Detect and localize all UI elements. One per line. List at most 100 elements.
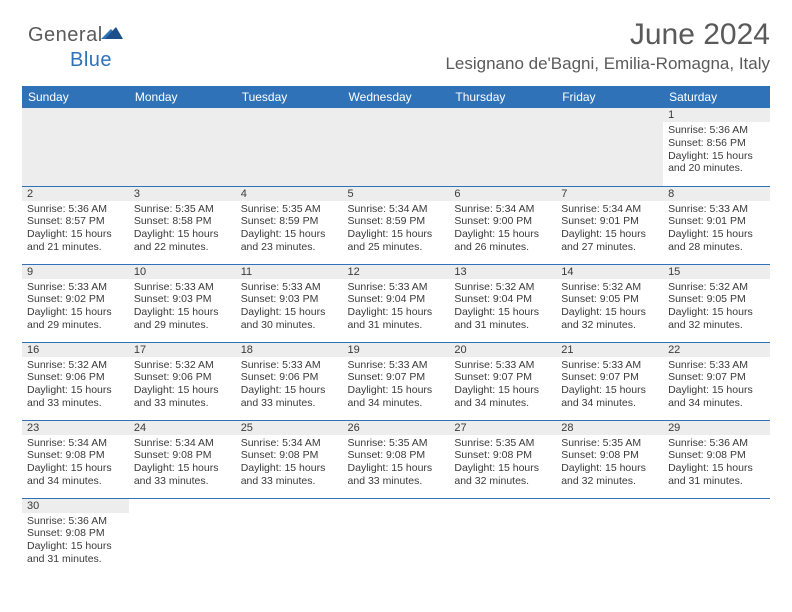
- calendar-cell: 20 Sunrise: 5:33 AMSunset: 9:07 PMDayligh…: [449, 342, 556, 420]
- cell-details: Sunrise: 5:32 AMSunset: 9:06 PMDaylight:…: [27, 359, 124, 410]
- calendar-row: 9 Sunrise: 5:33 AMSunset: 9:02 PMDaylight…: [22, 264, 770, 342]
- calendar-table: SundayMondayTuesdayWednesdayThursdayFrid…: [22, 86, 770, 576]
- calendar-row: 1 Sunrise: 5:36 AMSunset: 8:56 PMDaylight…: [22, 108, 770, 186]
- calendar-cell-empty: [129, 498, 236, 576]
- cell-details: Sunrise: 5:32 AMSunset: 9:06 PMDaylight:…: [134, 359, 231, 410]
- day-number: 12: [343, 265, 450, 279]
- day-number: 20: [449, 343, 556, 357]
- day-number: 26: [343, 421, 450, 435]
- calendar-row: 16 Sunrise: 5:32 AMSunset: 9:06 PMDayligh…: [22, 342, 770, 420]
- day-number: 24: [129, 421, 236, 435]
- day-number: 17: [129, 343, 236, 357]
- calendar-cell: 8 Sunrise: 5:33 AMSunset: 9:01 PMDaylight…: [663, 186, 770, 264]
- cell-details: Sunrise: 5:34 AMSunset: 9:00 PMDaylight:…: [454, 203, 551, 254]
- cell-details: Sunrise: 5:33 AMSunset: 9:07 PMDaylight:…: [348, 359, 445, 410]
- calendar-cell: 28 Sunrise: 5:35 AMSunset: 9:08 PMDayligh…: [556, 420, 663, 498]
- calendar-cell: 10Sunrise: 5:33 AMSunset: 9:03 PMDayligh…: [129, 264, 236, 342]
- cell-details: Sunrise: 5:33 AMSunset: 9:07 PMDaylight:…: [454, 359, 551, 410]
- location-subtitle: Lesignano de'Bagni, Emilia-Romagna, Ital…: [445, 54, 770, 74]
- day-number: 2: [22, 187, 129, 201]
- calendar-cell: 26Sunrise: 5:35 AMSunset: 9:08 PMDayligh…: [343, 420, 450, 498]
- cell-details: Sunrise: 5:33 AMSunset: 9:07 PMDaylight:…: [668, 359, 765, 410]
- calendar-cell: 12 Sunrise: 5:33 AMSunset: 9:04 PMDayligh…: [343, 264, 450, 342]
- cell-details: Sunrise: 5:33 AMSunset: 9:04 PMDaylight:…: [348, 281, 445, 332]
- header: General Blue June 2024 Lesignano de'Bagni…: [0, 0, 792, 82]
- day-number: 28: [556, 421, 663, 435]
- calendar-cell: 24Sunrise: 5:34 AMSunset: 9:08 PMDayligh…: [129, 420, 236, 498]
- cell-details: Sunrise: 5:36 AMSunset: 8:56 PMDaylight:…: [668, 124, 765, 175]
- logo-text: General Blue: [28, 24, 125, 72]
- day-header: Friday: [556, 86, 663, 108]
- logo-general: General: [28, 24, 103, 46]
- calendar-cell: 18 Sunrise: 5:33 AMSunset: 9:06 PMDayligh…: [236, 342, 343, 420]
- calendar-cell: 11Sunrise: 5:33 AMSunset: 9:03 PMDayligh…: [236, 264, 343, 342]
- cell-details: Sunrise: 5:36 AMSunset: 8:57 PMDaylight:…: [27, 203, 124, 254]
- day-number: 14: [556, 265, 663, 279]
- cell-details: Sunrise: 5:35 AMSunset: 9:08 PMDaylight:…: [561, 437, 658, 488]
- day-number: 22: [663, 343, 770, 357]
- month-title: June 2024: [445, 18, 770, 52]
- calendar-cell: 2 Sunrise: 5:36 AMSunset: 8:57 PMDaylight…: [22, 186, 129, 264]
- calendar-cell: 9 Sunrise: 5:33 AMSunset: 9:02 PMDaylight…: [22, 264, 129, 342]
- day-number: 29: [663, 421, 770, 435]
- calendar-cell: 21 Sunrise: 5:33 AMSunset: 9:07 PMDayligh…: [556, 342, 663, 420]
- calendar-cell: 23Sunrise: 5:34 AMSunset: 9:08 PMDayligh…: [22, 420, 129, 498]
- calendar-cell-empty: [663, 498, 770, 576]
- calendar-row: 2 Sunrise: 5:36 AMSunset: 8:57 PMDaylight…: [22, 186, 770, 264]
- calendar-cell: 13Sunrise: 5:32 AMSunset: 9:04 PMDayligh…: [449, 264, 556, 342]
- title-block: June 2024 Lesignano de'Bagni, Emilia-Rom…: [445, 18, 770, 74]
- day-number: 8: [663, 187, 770, 201]
- day-header: Monday: [129, 86, 236, 108]
- calendar-cell: 22 Sunrise: 5:33 AMSunset: 9:07 PMDayligh…: [663, 342, 770, 420]
- calendar-cell: 7 Sunrise: 5:34 AMSunset: 9:01 PMDaylight…: [556, 186, 663, 264]
- day-header: Thursday: [449, 86, 556, 108]
- cell-details: Sunrise: 5:36 AMSunset: 9:08 PMDaylight:…: [27, 515, 124, 566]
- calendar-cell: 1 Sunrise: 5:36 AMSunset: 8:56 PMDaylight…: [663, 108, 770, 186]
- day-number: 18: [236, 343, 343, 357]
- cell-details: Sunrise: 5:34 AMSunset: 9:01 PMDaylight:…: [561, 203, 658, 254]
- day-number: 6: [449, 187, 556, 201]
- calendar-cell: 29 Sunrise: 5:36 AMSunset: 9:08 PMDayligh…: [663, 420, 770, 498]
- calendar-cell: 6 Sunrise: 5:34 AMSunset: 9:00 PMDaylight…: [449, 186, 556, 264]
- calendar-cell-empty: [236, 108, 343, 186]
- day-number: 1: [663, 108, 770, 122]
- cell-details: Sunrise: 5:33 AMSunset: 9:01 PMDaylight:…: [668, 203, 765, 254]
- day-number: 3: [129, 187, 236, 201]
- day-number: 11: [236, 265, 343, 279]
- flag-icon: [101, 24, 125, 47]
- cell-details: Sunrise: 5:32 AMSunset: 9:04 PMDaylight:…: [454, 281, 551, 332]
- day-number: 9: [22, 265, 129, 279]
- calendar-cell-empty: [556, 498, 663, 576]
- cell-details: Sunrise: 5:33 AMSunset: 9:02 PMDaylight:…: [27, 281, 124, 332]
- cell-details: Sunrise: 5:35 AMSunset: 9:08 PMDaylight:…: [454, 437, 551, 488]
- day-header: Wednesday: [343, 86, 450, 108]
- day-number: 5: [343, 187, 450, 201]
- calendar-row: 30 Sunrise: 5:36 AMSunset: 9:08 PMDayligh…: [22, 498, 770, 576]
- calendar-cell-empty: [236, 498, 343, 576]
- day-number: 16: [22, 343, 129, 357]
- day-number: 4: [236, 187, 343, 201]
- day-number: 23: [22, 421, 129, 435]
- cell-details: Sunrise: 5:34 AMSunset: 9:08 PMDaylight:…: [241, 437, 338, 488]
- cell-details: Sunrise: 5:35 AMSunset: 8:59 PMDaylight:…: [241, 203, 338, 254]
- calendar-cell: 14 Sunrise: 5:32 AMSunset: 9:05 PMDayligh…: [556, 264, 663, 342]
- calendar-cell: 4 Sunrise: 5:35 AMSunset: 8:59 PMDaylight…: [236, 186, 343, 264]
- cell-details: Sunrise: 5:32 AMSunset: 9:05 PMDaylight:…: [561, 281, 658, 332]
- cell-details: Sunrise: 5:34 AMSunset: 8:59 PMDaylight:…: [348, 203, 445, 254]
- calendar-cell: 17 Sunrise: 5:32 AMSunset: 9:06 PMDayligh…: [129, 342, 236, 420]
- day-number: 30: [22, 499, 129, 513]
- day-number: 21: [556, 343, 663, 357]
- day-header: Tuesday: [236, 86, 343, 108]
- calendar-row: 23 Sunrise: 5:34 AMSunset: 9:08 PMDayligh…: [22, 420, 770, 498]
- day-number: 7: [556, 187, 663, 201]
- cell-details: Sunrise: 5:33 AMSunset: 9:03 PMDaylight:…: [134, 281, 231, 332]
- calendar-cell-empty: [556, 108, 663, 186]
- cell-details: Sunrise: 5:33 AMSunset: 9:07 PMDaylight:…: [561, 359, 658, 410]
- calendar-header-row: SundayMondayTuesdayWednesdayThursdayFrid…: [22, 86, 770, 108]
- calendar-cell: 19Sunrise: 5:33 AMSunset: 9:07 PMDayligh…: [343, 342, 450, 420]
- logo-blue: Blue: [70, 49, 112, 71]
- calendar-cell: 25Sunrise: 5:34 AMSunset: 9:08 PMDayligh…: [236, 420, 343, 498]
- calendar-cell-empty: [129, 108, 236, 186]
- cell-details: Sunrise: 5:33 AMSunset: 9:06 PMDaylight:…: [241, 359, 338, 410]
- cell-details: Sunrise: 5:36 AMSunset: 9:08 PMDaylight:…: [668, 437, 765, 488]
